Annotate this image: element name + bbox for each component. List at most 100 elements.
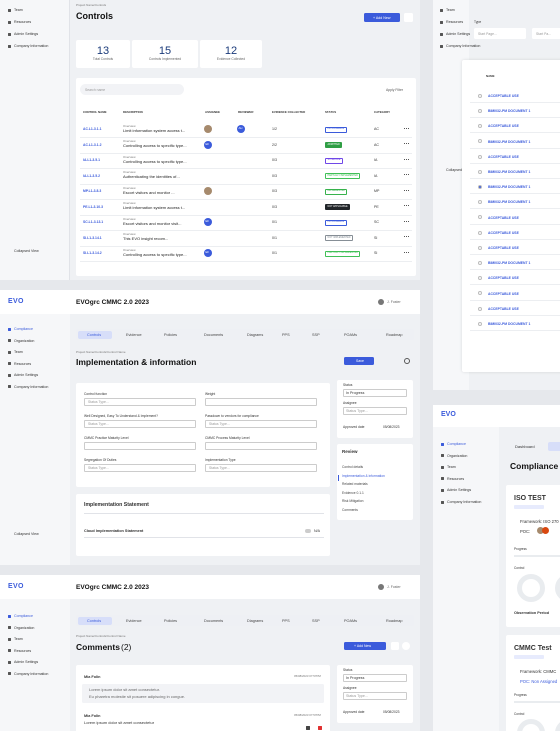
more-button[interactable] xyxy=(404,13,413,22)
row-menu[interactable] xyxy=(404,158,409,161)
document-name[interactable]: BIMI032-PM DOCUMENT 1 xyxy=(488,109,531,114)
document-name[interactable]: ACCEPTABLE USE xyxy=(488,291,519,296)
radio[interactable] xyxy=(478,93,482,98)
collapse[interactable]: Collapsed View xyxy=(14,532,39,536)
edit-icon[interactable] xyxy=(306,726,310,730)
tab[interactable]: Diagrams xyxy=(247,618,264,623)
radio[interactable] xyxy=(478,230,482,235)
document-name[interactable]: ACCEPTABLE USE xyxy=(488,94,519,98)
control-name[interactable]: SI.L1-3.14.2 xyxy=(83,251,102,255)
radio[interactable] xyxy=(478,154,482,159)
save-label[interactable]: Save xyxy=(356,359,364,363)
row-menu[interactable] xyxy=(404,205,409,207)
select[interactable] xyxy=(205,442,317,450)
row-menu[interactable] xyxy=(404,174,409,176)
document-name[interactable]: ACCEPTABLE USE xyxy=(488,124,519,129)
row-menu[interactable] xyxy=(404,251,409,254)
document-name[interactable]: BIMI032-PM DOCUMENT 1 xyxy=(488,139,531,144)
review-item[interactable]: Comments xyxy=(342,508,358,512)
review-item[interactable]: Implementation & information xyxy=(342,473,385,478)
nav-item[interactable]: Admin Settings xyxy=(14,660,39,664)
filter[interactable]: Apply Filter xyxy=(386,88,403,92)
nav-item[interactable]: Admin Settings xyxy=(14,32,39,36)
tab[interactable]: Evidence xyxy=(126,332,142,337)
toggle[interactable] xyxy=(305,529,311,533)
nav-item[interactable]: Organization xyxy=(447,453,468,458)
control-name[interactable]: SC.L1-3.13.1 xyxy=(83,220,104,224)
document-name[interactable]: BIMI032-PM DOCUMENT 1 xyxy=(488,322,531,326)
tab[interactable]: SSP xyxy=(312,332,320,337)
nav-item[interactable]: Team xyxy=(14,637,23,641)
nav-item[interactable]: Resources xyxy=(14,648,32,653)
tab[interactable]: Roadmap xyxy=(386,618,403,623)
nav-item[interactable]: Team xyxy=(446,8,455,12)
select[interactable] xyxy=(205,398,317,406)
select[interactable] xyxy=(84,420,196,428)
document-name[interactable]: ACCEPTABLE USE xyxy=(488,306,519,311)
radio[interactable] xyxy=(478,260,482,265)
add-label[interactable]: + Add New xyxy=(373,15,391,20)
nav-item[interactable]: Resources xyxy=(14,20,32,24)
select[interactable] xyxy=(84,442,196,450)
tab[interactable]: SSP xyxy=(312,618,320,623)
collapse[interactable]: Collapsed View xyxy=(446,168,471,172)
delete-icon[interactable] xyxy=(318,726,322,730)
document-name[interactable]: ACCEPTABLE USE xyxy=(488,276,519,281)
row-menu[interactable] xyxy=(404,236,409,238)
tab[interactable]: Diagrams xyxy=(247,332,264,337)
add-button[interactable] xyxy=(364,13,400,22)
control-name[interactable]: IA.L1-3.5.2 xyxy=(83,173,100,178)
nav-item[interactable]: Admin Settings xyxy=(447,488,472,493)
radio[interactable] xyxy=(478,276,482,281)
radio[interactable] xyxy=(478,139,482,144)
review-item[interactable]: Risk Mitigation xyxy=(342,499,364,504)
document-name[interactable]: BIMI032-PM DOCUMENT 1 xyxy=(488,200,531,205)
select[interactable] xyxy=(205,420,317,428)
nav-item[interactable]: Company Information xyxy=(447,500,482,504)
document-name[interactable]: BIMI032-PM DOCUMENT 1 xyxy=(488,170,531,174)
collapse[interactable]: Collapsed View xyxy=(14,249,39,253)
radio[interactable] xyxy=(478,124,482,129)
nav-item[interactable]: Admin Settings xyxy=(14,373,39,377)
radio[interactable] xyxy=(478,321,482,326)
nav-item[interactable]: Resources xyxy=(14,361,32,366)
nav-item[interactable]: Team xyxy=(14,8,23,12)
review-item[interactable]: Control details xyxy=(342,465,364,469)
tab[interactable]: Policies xyxy=(164,618,178,623)
radio[interactable] xyxy=(478,169,482,174)
radio[interactable] xyxy=(478,306,482,311)
control-name[interactable]: SI.L1-3.14.1 xyxy=(83,235,102,240)
document-name[interactable]: BIMI032-PM DOCUMENT 1 xyxy=(488,261,531,266)
radio[interactable] xyxy=(478,215,482,220)
tab[interactable]: POAMs xyxy=(344,332,358,337)
save-button[interactable] xyxy=(344,357,374,365)
nav-item[interactable]: Compliance xyxy=(447,442,466,446)
nav-item[interactable]: Compliance xyxy=(14,614,33,618)
row-menu[interactable] xyxy=(404,189,409,192)
row-menu[interactable] xyxy=(404,220,409,223)
review-item[interactable]: Evidence 0.1.1 xyxy=(342,490,364,495)
control-name[interactable]: MP.L1-3.8.3 xyxy=(83,189,102,193)
add-button[interactable] xyxy=(344,642,386,650)
tab[interactable]: Dashboard xyxy=(515,444,535,449)
radio[interactable] xyxy=(478,200,482,205)
tab[interactable]: Controls xyxy=(87,618,102,623)
add-label[interactable]: + Add New xyxy=(354,644,372,648)
nav-item[interactable]: Team xyxy=(447,465,456,470)
document-name[interactable]: ACCEPTABLE USE xyxy=(488,154,519,159)
refresh[interactable] xyxy=(404,358,410,364)
nav-item[interactable]: Company Information xyxy=(14,384,49,389)
control-name[interactable]: IA.L1-3.5.1 xyxy=(83,158,100,162)
row-menu[interactable] xyxy=(404,127,409,130)
more-button[interactable] xyxy=(391,642,399,650)
nav-item[interactable]: Organization xyxy=(14,338,35,343)
select[interactable] xyxy=(84,464,196,472)
nav-item[interactable]: Team xyxy=(14,350,23,354)
search[interactable] xyxy=(80,84,184,95)
control-name[interactable]: AC.L1-3.1.2 xyxy=(83,142,102,147)
nav-item[interactable]: Company Information xyxy=(14,44,49,48)
nav-item[interactable]: Resources xyxy=(447,476,465,481)
radio[interactable] xyxy=(478,291,482,296)
radio[interactable] xyxy=(478,184,482,189)
tab[interactable]: Controls xyxy=(87,332,102,337)
